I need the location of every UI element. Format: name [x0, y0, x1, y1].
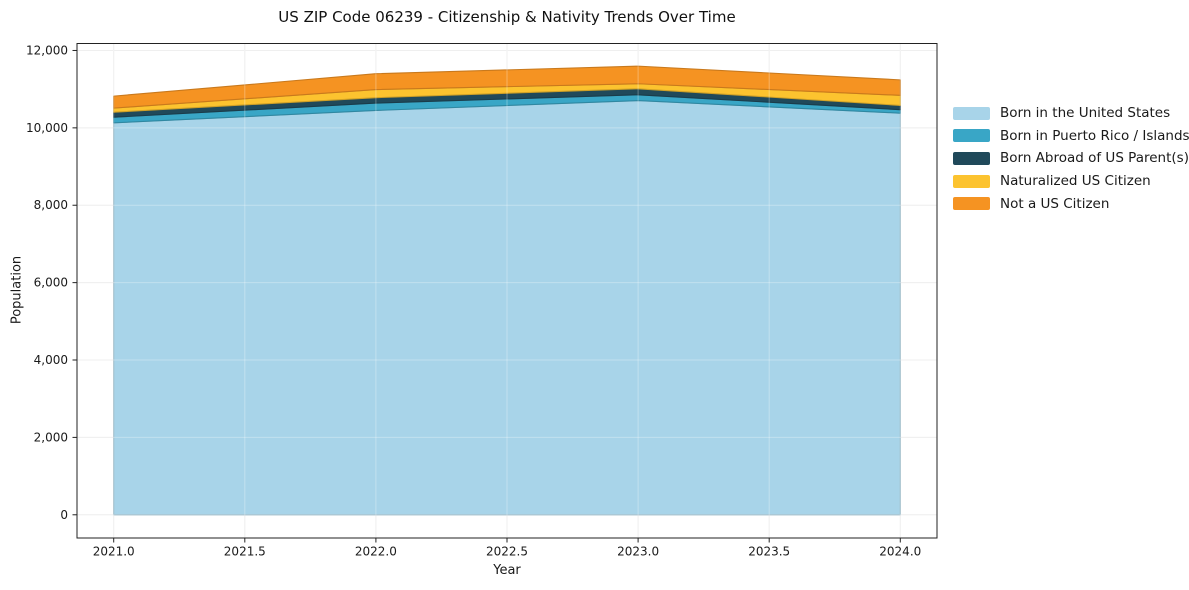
y-tick-label: 10,000 — [26, 121, 68, 135]
legend-label: Born in Puerto Rico / Islands — [1000, 127, 1189, 144]
axes: 2021.0 2021.5 2022.0 2022.5 2023.0 2023.5 2024… — [26, 43, 938, 559]
y-axis-label: Population — [9, 255, 25, 325]
y-tick-label: 12,000 — [26, 43, 68, 57]
y-tick-label: 2,000 — [34, 430, 68, 444]
legend-swatch-icon — [953, 197, 990, 211]
legend-label: Born Abroad of US Parent(s) — [1000, 150, 1189, 167]
x-tick-label: 2021.0 — [93, 545, 135, 559]
legend-swatch-icon — [953, 129, 990, 143]
x-axis-label: Year — [493, 563, 521, 578]
stacked-areas — [113, 65, 901, 516]
y-tick-label: 0 — [60, 508, 68, 522]
legend-row-born-in-the-united-states: Born in the United States — [953, 102, 1189, 125]
legend-row-naturalized-us-citizen: Naturalized US Citizen — [953, 170, 1189, 193]
legend-swatch-icon — [953, 151, 990, 165]
legend-row-not-a-us-citizen: Not a US Citizen — [953, 192, 1189, 215]
legend: Born in the United States Born in Puerto … — [953, 102, 1189, 215]
x-tick-label: 2024.0 — [879, 545, 921, 559]
legend-label: Naturalized US Citizen — [1000, 173, 1151, 190]
legend-swatch-icon — [953, 106, 990, 120]
legend-label: Born in the United States — [1000, 105, 1171, 122]
y-tick-label: 6,000 — [34, 276, 68, 290]
y-tick-label: 8,000 — [34, 198, 68, 212]
gridlines-over — [77, 43, 937, 538]
x-tick-label: 2023.0 — [617, 545, 659, 559]
chart-title: US ZIP Code 06239 - Citizenship & Nativi… — [278, 8, 736, 26]
legend-swatch-icon — [953, 174, 990, 188]
x-tick-label: 2022.5 — [486, 545, 528, 559]
legend-row-born-in-puerto-rico-islands: Born in Puerto Rico / Islands — [953, 125, 1189, 148]
legend-row-born-abroad-of-us-parent-s: Born Abroad of US Parent(s) — [953, 147, 1189, 170]
x-tick-label: 2021.5 — [224, 545, 266, 559]
legend-label: Not a US Citizen — [1000, 195, 1110, 212]
area-not-a-us-citizen — [113, 65, 901, 109]
x-tick-label: 2022.0 — [355, 545, 397, 559]
y-tick-label: 4,000 — [34, 353, 68, 367]
x-tick-label: 2023.5 — [748, 545, 790, 559]
